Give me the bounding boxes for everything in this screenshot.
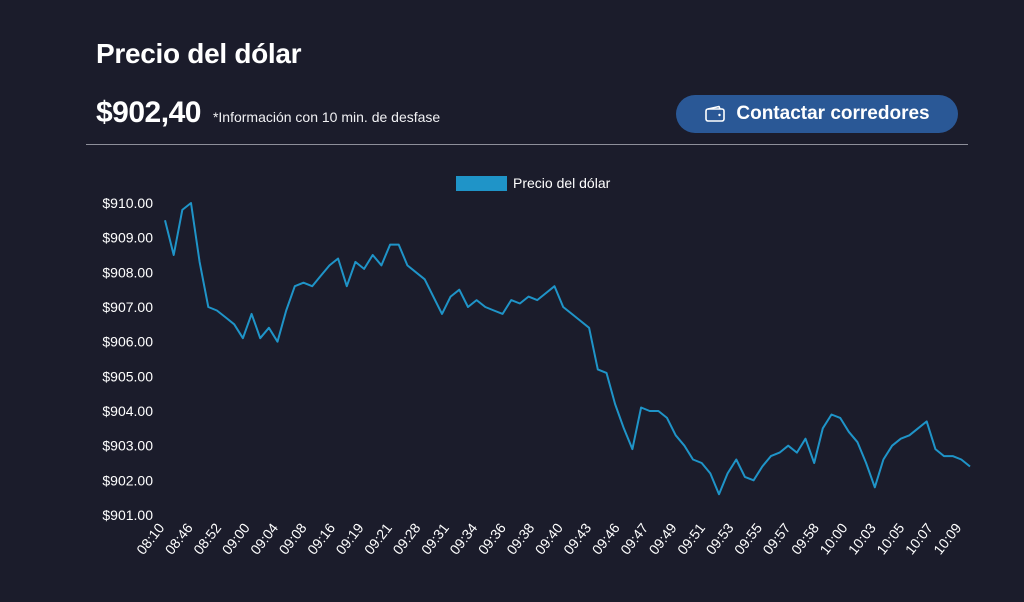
- legend-label: Precio del dólar: [513, 175, 611, 191]
- x-tick-label: 09:36: [475, 520, 509, 558]
- x-tick-label: 08:10: [133, 520, 167, 558]
- x-tick-label: 09:16: [304, 520, 338, 558]
- x-tick-label: 10:07: [902, 520, 936, 558]
- series-line-precio-del-dolar: [164, 202, 971, 496]
- x-tick-label: 09:46: [589, 520, 623, 558]
- x-tick-label: 09:21: [361, 520, 395, 558]
- header-divider: [86, 144, 968, 145]
- delay-disclaimer: *Información con 10 min. de desfase: [212, 109, 441, 125]
- current-price: $902,40: [96, 96, 201, 129]
- y-tick-label: $904.00: [102, 403, 153, 419]
- x-tick-label: 09:40: [532, 520, 566, 558]
- y-tick-label: $901.00: [102, 507, 153, 523]
- x-tick-label: 09:58: [788, 520, 822, 558]
- y-tick-label: $909.00: [102, 230, 153, 246]
- x-tick-label: 09:47: [617, 520, 651, 558]
- x-tick-label: 09:53: [702, 520, 736, 558]
- y-tick-label: $906.00: [102, 334, 153, 350]
- price-chart: Precio del dólar $901.00 $902.00 $903.00 $90…: [102, 175, 971, 558]
- y-tick-label: $905.00: [102, 368, 153, 384]
- x-tick-label: 09:08: [276, 520, 310, 558]
- y-tick-label: $910.00: [102, 195, 153, 211]
- x-tick-label: 09:51: [674, 520, 708, 558]
- legend-swatch: [456, 176, 507, 191]
- contact-brokers-label: Contactar corredores: [736, 103, 930, 124]
- y-tick-label: $907.00: [102, 299, 153, 315]
- wallet-icon: [705, 105, 726, 122]
- x-tick-label: 09:00: [219, 520, 253, 558]
- x-tick-label: 09:49: [646, 520, 680, 558]
- x-tick-label: 09:34: [446, 520, 480, 558]
- x-tick-label: 10:09: [930, 520, 964, 558]
- x-tick-label: 09:19: [332, 520, 366, 558]
- x-tick-label: 09:31: [418, 520, 452, 558]
- x-tick-label: 10:03: [845, 520, 879, 558]
- x-tick-label: 09:28: [389, 520, 423, 558]
- y-tick-label: $903.00: [102, 438, 153, 454]
- x-tick-label: 10:00: [816, 520, 850, 558]
- x-tick-label: 08:46: [162, 520, 196, 558]
- price-row: $902,40 *Información con 10 min. de desf…: [96, 96, 440, 130]
- x-tick-label: 09:55: [731, 520, 765, 558]
- x-tick-label: 08:52: [190, 520, 224, 558]
- page-title: Precio del dólar: [96, 38, 302, 69]
- chart-legend[interactable]: Precio del dólar: [456, 175, 611, 191]
- x-tick-label: 10:05: [873, 520, 907, 558]
- x-tick-label: 09:38: [503, 520, 537, 558]
- y-tick-label: $908.00: [102, 264, 153, 280]
- x-tick-label: 09:04: [247, 520, 281, 558]
- x-tick-label: 09:57: [759, 520, 793, 558]
- contact-brokers-button[interactable]: Contactar corredores: [676, 95, 958, 133]
- y-tick-label: $902.00: [102, 472, 153, 488]
- x-tick-label: 09:43: [560, 520, 594, 558]
